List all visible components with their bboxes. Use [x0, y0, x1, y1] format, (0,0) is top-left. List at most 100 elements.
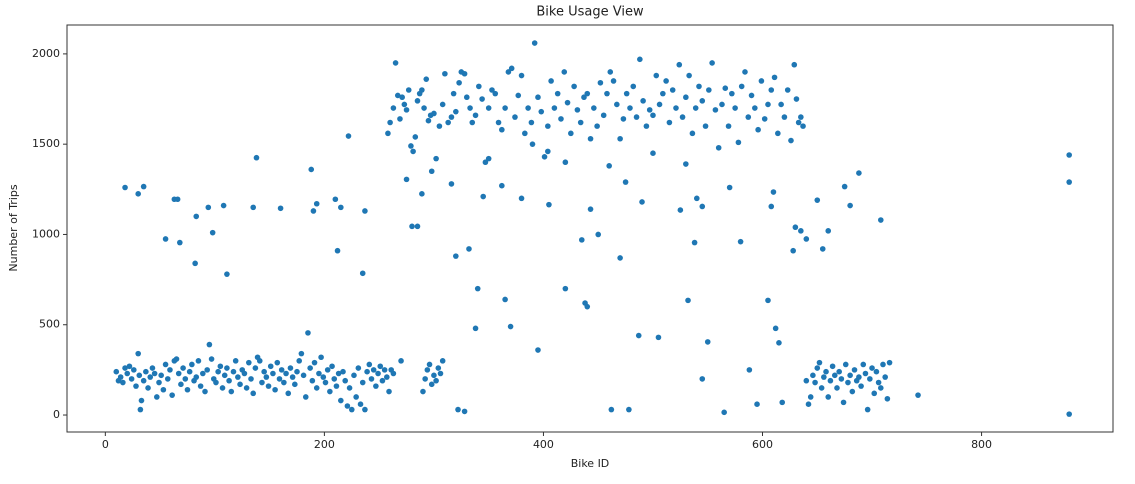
point	[318, 354, 324, 361]
point	[117, 374, 124, 380]
point	[578, 237, 585, 243]
point	[699, 203, 706, 210]
point	[650, 150, 656, 157]
point	[617, 135, 623, 142]
point	[281, 379, 287, 386]
point	[313, 200, 320, 207]
point	[424, 367, 431, 373]
point	[421, 105, 427, 111]
point	[871, 390, 878, 397]
point	[445, 119, 451, 126]
point	[818, 385, 825, 391]
point	[841, 183, 848, 190]
point	[581, 94, 587, 101]
point	[309, 377, 316, 384]
point	[623, 90, 630, 97]
point	[719, 101, 725, 108]
point	[825, 228, 832, 234]
point	[346, 385, 353, 391]
point	[215, 368, 221, 375]
point	[712, 107, 719, 113]
point	[595, 231, 602, 238]
point	[472, 325, 479, 332]
point	[250, 390, 256, 397]
y-axis-label: Number of Trips	[7, 184, 20, 271]
point	[784, 87, 791, 93]
point	[332, 196, 339, 203]
point	[174, 196, 181, 203]
point	[405, 87, 412, 93]
point	[669, 87, 676, 93]
point	[204, 367, 210, 373]
point	[184, 386, 191, 393]
point	[474, 285, 481, 292]
point	[192, 260, 198, 267]
point	[364, 368, 370, 375]
point	[1066, 179, 1072, 185]
point	[650, 112, 656, 119]
point	[807, 394, 814, 400]
point	[143, 368, 149, 375]
point	[746, 367, 753, 373]
point	[768, 87, 775, 93]
point	[737, 238, 744, 245]
point	[431, 110, 437, 117]
plot-frame	[66, 24, 1114, 433]
point	[302, 394, 309, 400]
point	[790, 247, 796, 254]
point	[439, 101, 446, 108]
point	[776, 339, 782, 346]
point	[450, 90, 457, 97]
point	[704, 339, 711, 345]
point	[253, 154, 260, 161]
point	[136, 372, 143, 379]
point	[147, 374, 154, 380]
point	[164, 376, 171, 382]
point	[568, 130, 574, 137]
point	[502, 105, 508, 111]
point	[173, 356, 180, 362]
point	[877, 217, 884, 223]
point	[633, 114, 640, 120]
point	[381, 367, 388, 373]
point	[456, 79, 462, 86]
point	[778, 101, 784, 108]
point	[856, 374, 862, 380]
point	[630, 83, 637, 90]
point	[169, 392, 175, 398]
point	[492, 90, 499, 97]
point	[821, 374, 827, 380]
point	[798, 114, 804, 120]
point	[135, 191, 141, 197]
point	[812, 379, 818, 386]
point	[327, 388, 333, 395]
point	[379, 377, 386, 384]
point	[869, 365, 875, 371]
chart-title: Bike Usage View	[536, 5, 644, 20]
point	[541, 154, 548, 160]
point	[858, 383, 864, 389]
point	[867, 376, 873, 382]
point	[495, 119, 502, 126]
point	[558, 116, 564, 122]
point	[607, 69, 614, 75]
point	[643, 123, 650, 129]
point	[676, 61, 683, 68]
point	[419, 191, 425, 197]
point	[461, 408, 468, 415]
point	[428, 168, 435, 175]
point	[265, 383, 272, 389]
point	[851, 367, 858, 373]
point	[1066, 411, 1072, 417]
point	[610, 78, 617, 84]
point	[208, 356, 215, 362]
point	[334, 247, 341, 254]
point	[793, 96, 800, 102]
point	[160, 386, 167, 393]
point	[209, 229, 216, 236]
point	[528, 119, 535, 126]
point	[732, 105, 738, 111]
point	[122, 365, 128, 371]
point	[827, 377, 834, 384]
point	[587, 135, 594, 142]
